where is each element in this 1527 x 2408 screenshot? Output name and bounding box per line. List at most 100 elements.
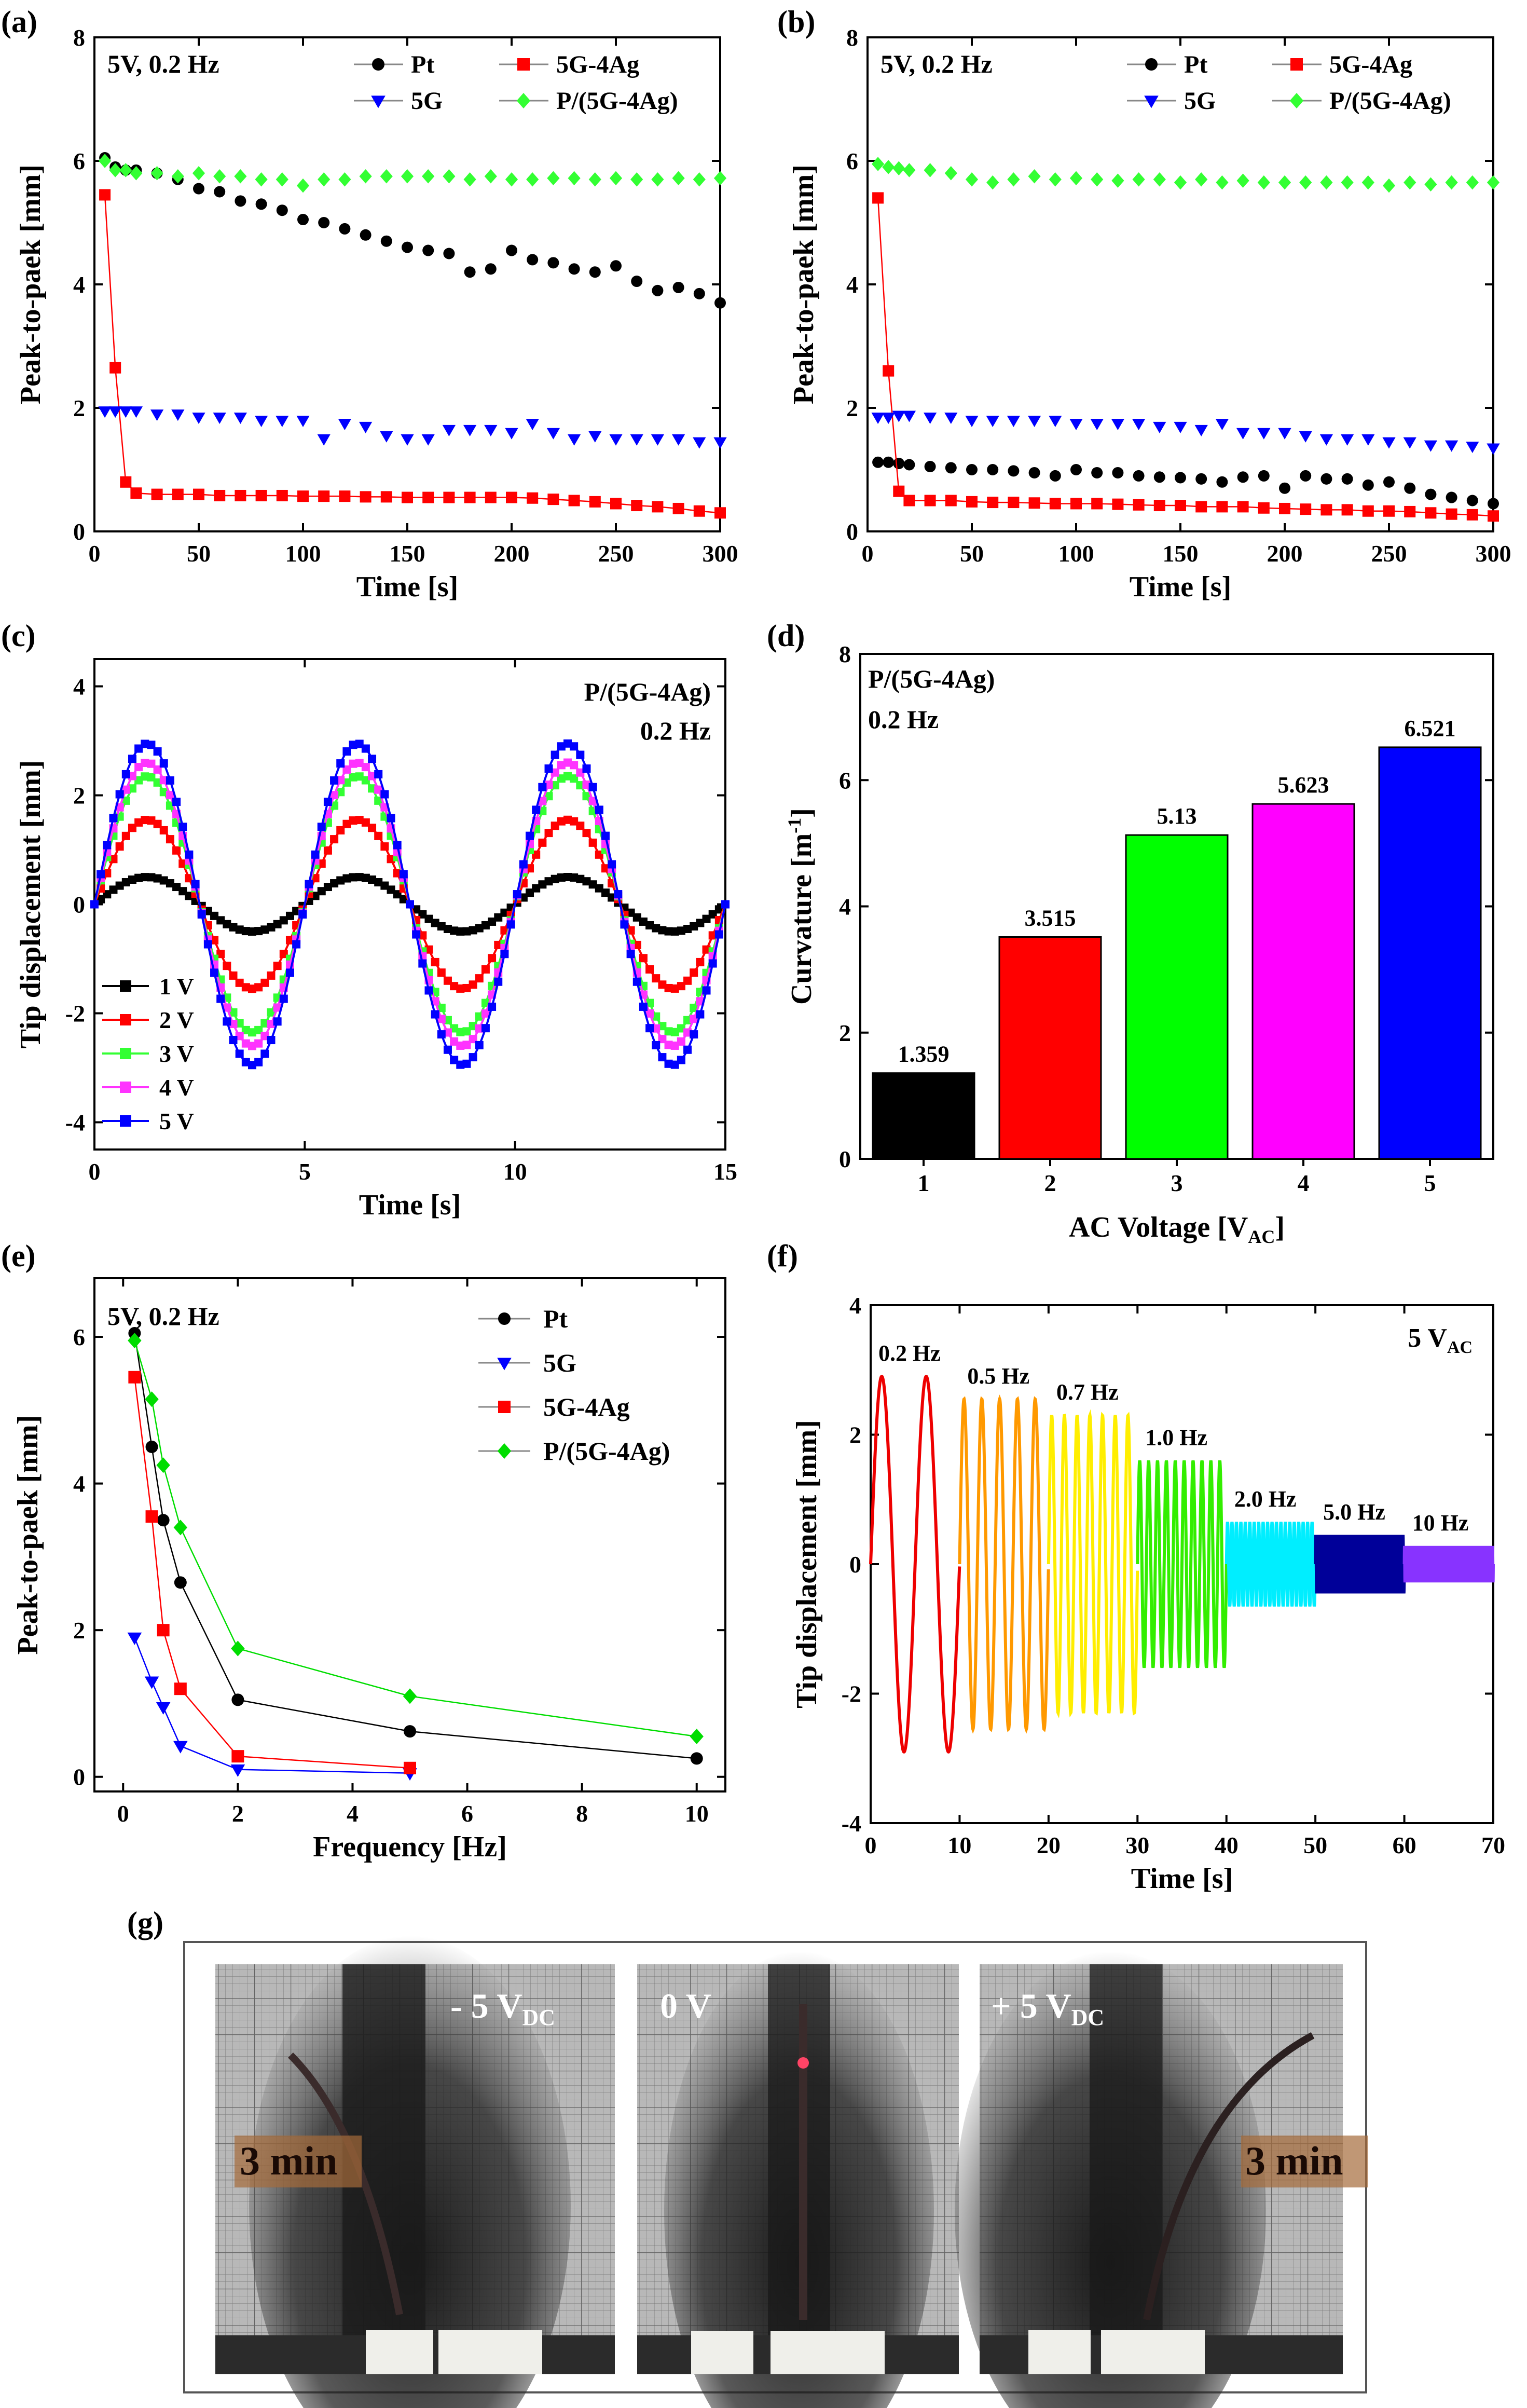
- data-point: [153, 747, 162, 756]
- data-point: [115, 881, 124, 890]
- data-point: [1091, 467, 1103, 478]
- data-point: [418, 931, 427, 940]
- x-tick-label: 4: [347, 1800, 359, 1827]
- data-point: [532, 850, 541, 859]
- data-point: [500, 908, 509, 917]
- data-point: [1215, 418, 1229, 430]
- data-point: [443, 491, 455, 503]
- data-point: [632, 977, 641, 986]
- data-point: [481, 965, 490, 974]
- data-point: [610, 260, 622, 272]
- data-point: [361, 818, 370, 827]
- data-point: [1049, 172, 1062, 187]
- x-axis-label: Time [s]: [1131, 1863, 1233, 1895]
- data-point: [241, 927, 250, 936]
- data-point: [172, 883, 181, 892]
- series-Pt: [872, 456, 1499, 510]
- data-point: [330, 791, 339, 800]
- data-point: [235, 1019, 244, 1028]
- data-point: [276, 172, 288, 187]
- data-point: [443, 248, 455, 259]
- data-point: [464, 266, 476, 278]
- data-point: [526, 172, 539, 187]
- chart-title-sub: AC: [1447, 1338, 1473, 1357]
- data-point: [273, 920, 282, 928]
- chart-a-peak-vs-time: 0 50 100 150 200 250 300 0 2 4 6 8 Time [s] Peak-to-p…: [15, 24, 738, 603]
- data-point: [664, 983, 673, 992]
- x-tick-label: 0: [89, 1158, 101, 1185]
- legend-marker: [120, 1115, 131, 1127]
- data-point: [178, 887, 187, 896]
- data-point: [317, 434, 331, 446]
- data-point: [1404, 175, 1416, 190]
- data-point: [462, 1059, 471, 1068]
- data-point: [241, 983, 250, 992]
- data-point: [1112, 467, 1124, 478]
- data-point: [672, 171, 685, 186]
- data-point: [166, 776, 174, 785]
- x-tick-label: 5: [1424, 1170, 1436, 1196]
- y-tick-label: 4: [839, 894, 851, 920]
- segment-label: 1.0 Hz: [1145, 1425, 1207, 1450]
- data-point: [380, 881, 389, 890]
- x-tick-label: 1: [918, 1170, 930, 1196]
- data-point: [260, 925, 269, 934]
- x-tick-label: 5: [299, 1158, 311, 1185]
- photo-left: - 5 VDC 3 min: [215, 1936, 615, 2408]
- data-point: [944, 413, 958, 425]
- data-point: [210, 911, 219, 920]
- data-point: [231, 1693, 244, 1706]
- legend-label: 4 V: [159, 1074, 194, 1101]
- data-point: [1319, 434, 1333, 446]
- data-point: [652, 1041, 661, 1049]
- data-point: [1007, 172, 1020, 187]
- data-point: [582, 792, 591, 801]
- x-axis-label: Frequency [Hz]: [313, 1831, 507, 1863]
- data-point: [570, 873, 579, 882]
- chart-title: P/(5G-4Ag): [868, 664, 995, 693]
- data-point: [630, 172, 643, 187]
- x-tick-label: 0: [865, 1832, 877, 1858]
- data-point: [330, 835, 339, 844]
- data-point: [216, 950, 225, 959]
- data-point: [418, 910, 427, 919]
- data-point: [279, 916, 288, 925]
- segment-0.7 Hz: [1047, 1409, 1139, 1719]
- data-point: [134, 818, 143, 827]
- data-point: [690, 968, 698, 977]
- data-point: [229, 1036, 238, 1045]
- data-point: [254, 1025, 263, 1034]
- y-tick-label: -4: [65, 1110, 85, 1136]
- data-point: [485, 491, 497, 503]
- x-tick-label: 300: [1476, 540, 1511, 567]
- data-point: [690, 1030, 698, 1039]
- data-point: [713, 171, 727, 186]
- data-point: [1028, 497, 1040, 509]
- data-point: [595, 805, 603, 814]
- data-point: [1069, 418, 1083, 430]
- data-point: [652, 501, 664, 513]
- data-point: [147, 873, 156, 882]
- data-point: [670, 1060, 679, 1069]
- data-point: [360, 491, 372, 503]
- panel-label-b: (b): [777, 5, 815, 39]
- data-point: [437, 968, 446, 977]
- data-point: [519, 893, 528, 902]
- series-5G-4Ag: [99, 189, 726, 519]
- data-point: [248, 927, 256, 936]
- data-point: [166, 879, 174, 888]
- data-point: [342, 874, 351, 883]
- data-point: [115, 842, 124, 851]
- data-point: [645, 921, 654, 929]
- data-point: [551, 822, 559, 830]
- data-point: [547, 171, 560, 186]
- data-point: [1153, 172, 1166, 187]
- legend-marker: [1145, 58, 1158, 71]
- data-point: [538, 880, 547, 889]
- data-point: [119, 163, 132, 177]
- legend-label: P/(5G-4Ag): [543, 1436, 670, 1466]
- data-point: [173, 1520, 188, 1536]
- data-point: [355, 873, 364, 882]
- data-point: [639, 1002, 648, 1011]
- data-point: [147, 759, 156, 768]
